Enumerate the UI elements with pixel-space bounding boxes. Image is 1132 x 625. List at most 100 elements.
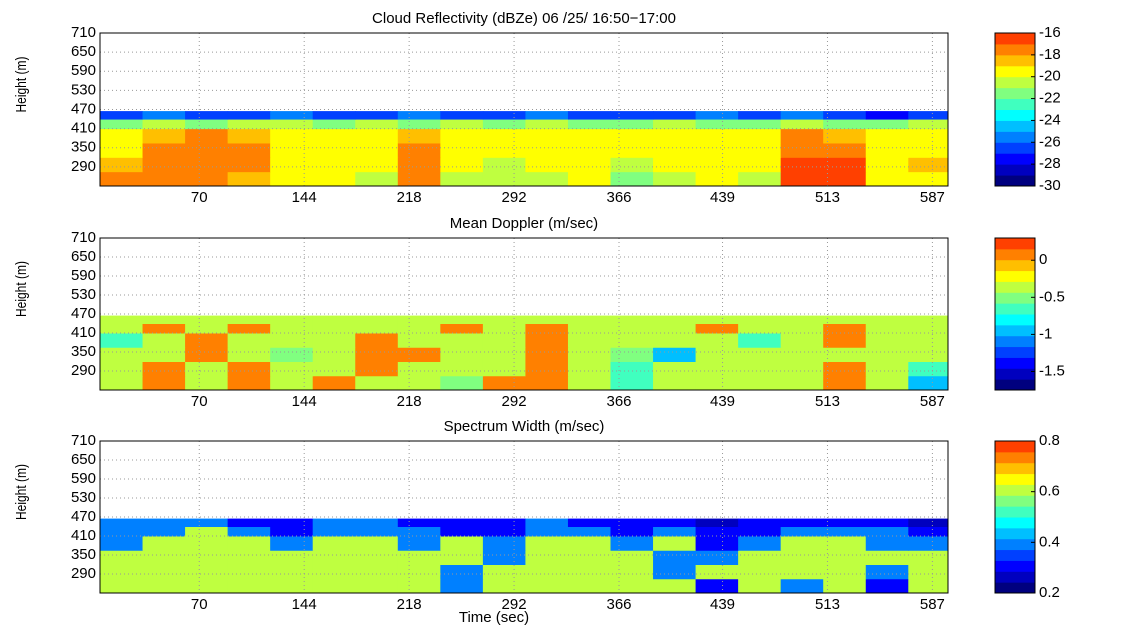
- x-tick-label: 366: [606, 596, 631, 613]
- contour-cell: [270, 578, 314, 594]
- contour-cell: [100, 111, 144, 120]
- plot-frame: [99, 440, 949, 594]
- colorbar-tick-label: 0.2: [1039, 584, 1060, 601]
- contour-cell: [780, 157, 824, 173]
- contour-cell: [865, 536, 909, 551]
- contour-cell: [185, 564, 229, 580]
- contour-cell: [100, 361, 144, 377]
- contour-cell: [908, 315, 949, 324]
- y-tick-label: 530: [71, 81, 96, 98]
- contour-cell: [695, 119, 739, 130]
- contour-cell: [525, 119, 569, 130]
- y-tick-label: 710: [71, 24, 96, 41]
- colorbar-band: [995, 571, 1035, 583]
- contour-cell: [780, 323, 824, 334]
- colorbar-band: [995, 451, 1035, 464]
- contour-cell: [100, 550, 144, 565]
- colorbar-band: [995, 473, 1035, 485]
- contour-cell: [823, 375, 867, 391]
- x-tick-label: 218: [397, 596, 422, 613]
- contour-cell: [653, 171, 697, 187]
- contour-cell: [908, 518, 949, 527]
- contour-cell: [312, 347, 356, 362]
- contour-cell: [227, 564, 271, 580]
- contour-cell: [185, 315, 229, 324]
- contour-cell: [738, 564, 782, 580]
- contour-cell: [865, 171, 909, 187]
- contour-cell: [823, 157, 867, 173]
- contour-cell: [185, 142, 229, 158]
- contour-cell: [355, 361, 399, 377]
- colorbar-band: [995, 54, 1035, 67]
- contour-cell: [227, 119, 271, 130]
- contour-cell: [653, 564, 697, 580]
- contour-cell: [312, 550, 356, 565]
- contour-cell: [185, 550, 229, 565]
- y-tick-label: 650: [71, 43, 96, 60]
- contour-cell: [567, 361, 612, 377]
- contour-cell: [440, 111, 484, 120]
- colorbar-band: [995, 270, 1035, 282]
- contour-cell: [142, 578, 186, 594]
- contour-cell: [440, 171, 484, 187]
- contour-cell: [525, 361, 569, 377]
- colorbar-band: [995, 175, 1035, 187]
- contour-cell: [355, 111, 399, 120]
- contour-cell: [270, 347, 314, 362]
- contour-cell: [823, 347, 867, 362]
- contour-cell: [610, 550, 654, 565]
- contour-cell: [908, 119, 949, 130]
- contour-cell: [653, 347, 697, 362]
- contour-cell: [312, 375, 356, 391]
- contour-cell: [610, 111, 654, 120]
- contour-cell: [653, 518, 697, 527]
- contour-cell: [100, 375, 144, 391]
- contour-cell: [100, 578, 144, 594]
- colorbar-band: [995, 527, 1035, 540]
- colorbar-frame: [994, 32, 1036, 187]
- contour-cell: [312, 578, 356, 594]
- colorbar-band: [995, 314, 1035, 326]
- contour-cell: [397, 128, 441, 144]
- contour-cell: [780, 536, 824, 551]
- contour-cell: [270, 564, 314, 580]
- contour-cell: [142, 142, 186, 158]
- contour-cell: [738, 111, 782, 120]
- y-tick-label: 290: [71, 362, 96, 379]
- contour-cell: [610, 333, 654, 348]
- contour-cell: [100, 564, 144, 580]
- contour-cell: [738, 333, 782, 348]
- contour-cell: [142, 518, 186, 527]
- contour-cell: [227, 550, 271, 565]
- x-tick-label: 70: [191, 393, 208, 410]
- contour-cell: [738, 119, 782, 130]
- contour-cell: [525, 171, 569, 187]
- contour-cell: [823, 333, 867, 348]
- contour-cell: [440, 315, 484, 324]
- contour-cell: [695, 333, 739, 348]
- contour-cell: [738, 128, 782, 144]
- colorbar-band: [995, 98, 1035, 110]
- x-tick-label: 144: [292, 393, 317, 410]
- plot-frame: [99, 237, 949, 391]
- contour-cell: [908, 526, 949, 537]
- colorbar-band: [995, 484, 1035, 496]
- contour-cell: [908, 171, 949, 187]
- contour-cell: [227, 347, 271, 362]
- y-tick-label: 470: [71, 100, 96, 117]
- contour-cell: [142, 550, 186, 565]
- colorbar-band: [995, 164, 1035, 176]
- contour-cell: [227, 323, 271, 334]
- contour-cell: [525, 536, 569, 551]
- colorbar-band: [995, 153, 1035, 165]
- contour-cell: [482, 333, 526, 348]
- colorbar-band: [995, 379, 1035, 391]
- y-tick-label: 650: [71, 451, 96, 468]
- contour-cell: [185, 536, 229, 551]
- contour-cell: [355, 526, 399, 537]
- contour-cell: [695, 536, 739, 551]
- colorbar-tick-label: -20: [1039, 68, 1061, 85]
- contour-cell: [440, 347, 484, 362]
- contour-cell: [695, 375, 739, 391]
- contour-cell: [355, 119, 399, 130]
